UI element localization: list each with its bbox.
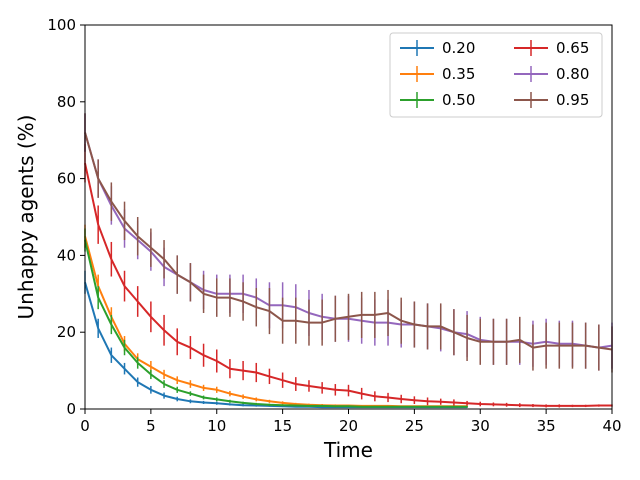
y-tick-label: 60 — [57, 170, 76, 188]
y-tick-label: 100 — [47, 16, 76, 34]
x-tick-label: 30 — [471, 417, 490, 435]
series-line — [84, 162, 612, 407]
x-axis-label: Time — [323, 438, 373, 462]
y-tick-label: 20 — [57, 323, 76, 341]
x-tick-label: 10 — [207, 417, 226, 435]
legend-item: 0.65 — [514, 39, 589, 57]
x-tick-label: 20 — [339, 417, 358, 435]
y-tick-label: 80 — [57, 93, 76, 111]
legend-label: 0.20 — [442, 39, 475, 57]
legend: 0.20 0.35 0.50 0.65 0.80 0.95 — [389, 32, 603, 118]
series-line — [84, 239, 468, 408]
legend-label: 0.80 — [556, 65, 589, 83]
legend-label: 0.65 — [556, 39, 589, 57]
legend-box — [389, 32, 603, 118]
series-0.50 — [84, 228, 468, 408]
x-tick-label: 5 — [146, 417, 156, 435]
y-tick-label: 0 — [66, 400, 76, 418]
legend-item: 0.95 — [514, 91, 589, 109]
y-tick-label: 40 — [57, 246, 76, 264]
x-tick-label: 40 — [602, 417, 621, 435]
ticks-layer: 0 5 10 15 20 25 30 35 40 0 20 40 60 80 100 — [47, 16, 621, 435]
x-tick-label: 35 — [537, 417, 556, 435]
x-tick-label: 0 — [80, 417, 90, 435]
x-tick-label: 15 — [273, 417, 292, 435]
legend-item: 0.20 — [400, 39, 475, 57]
legend-item: 0.35 — [400, 65, 475, 83]
x-tick-label: 25 — [405, 417, 424, 435]
legend-item: 0.80 — [514, 65, 589, 83]
legend-label: 0.50 — [442, 91, 475, 109]
legend-label: 0.35 — [442, 65, 475, 83]
legend-item: 0.50 — [400, 91, 475, 109]
series-line — [84, 132, 613, 351]
y-axis-label: Unhappy agents (%) — [14, 115, 38, 320]
series-0.65 — [84, 144, 613, 408]
legend-label: 0.95 — [556, 91, 589, 109]
